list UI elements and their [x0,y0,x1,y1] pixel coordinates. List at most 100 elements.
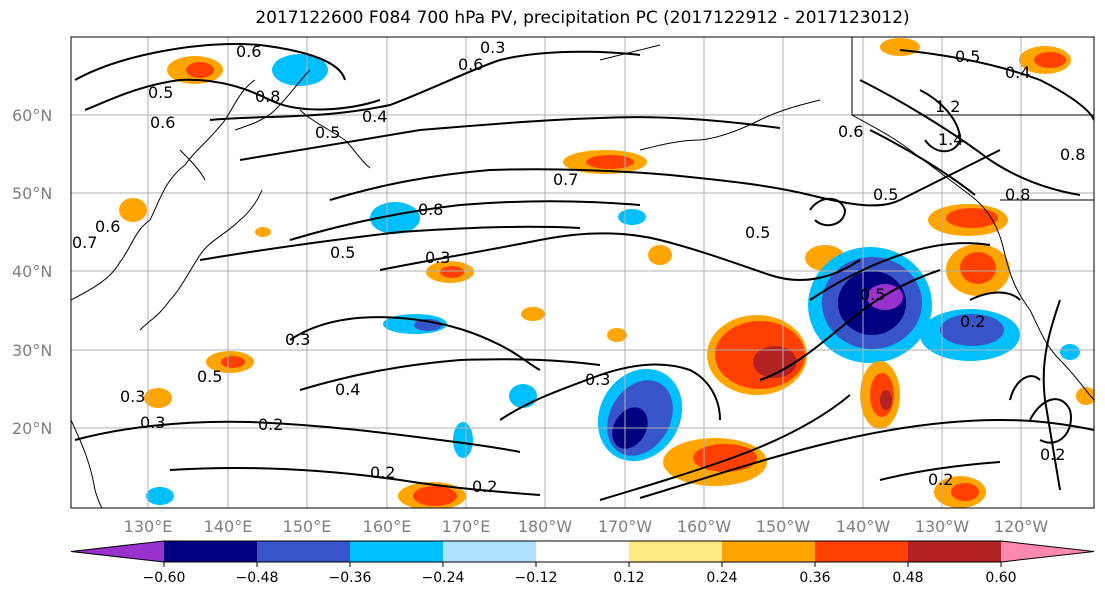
contour-label: 0.5 [745,223,770,242]
colorbar-tick-label: −0.12 [515,570,558,586]
shade-blob [370,202,420,234]
contour-label: 0.5 [873,185,898,204]
shade-blob [880,38,920,56]
contour-label: 0.3 [585,370,610,389]
shade-blob [960,252,996,284]
colorbar-tick-label: 0.24 [706,570,737,586]
contour-label: 0.6 [95,217,120,236]
shade-blob [144,388,172,408]
shade-blob [951,483,979,501]
contour-label: 0.8 [418,200,443,219]
shade-blob [186,62,214,78]
lon-label: 150°W [756,517,811,536]
colorbar-segment [1001,541,1094,562]
shade-blob [453,422,473,458]
contour-label: 0.2 [472,477,497,496]
shade-blob [880,390,892,410]
map-content: 0.6 0.5 0.6 0.8 0.5 0.4 0.6 0.3 0.7 0.8 … [71,37,1094,508]
contour-label: 0.2 [370,463,395,482]
contour-label: 0.6 [838,122,863,141]
colorbar: −0.60 −0.48 −0.36 −0.24 −0.12 0.12 0.24 0.36 0.4… [70,540,1095,586]
shade-blob [1034,52,1066,68]
colorbar-tick-label: −0.36 [329,570,372,586]
shade-blob [440,266,464,278]
contour-label: 0.5 [148,83,173,102]
contour-label: 0.3 [425,248,450,267]
colorbar-tick-label: 0.36 [799,570,830,586]
longitude-labels: 130°E 140°E 150°E 160°E 170°E 180°W 170°… [124,517,1049,536]
contour-label: 0.5 [197,367,222,386]
shade-blob [255,227,271,237]
colorbar-segment [350,541,444,562]
lat-label: 20°N [12,419,52,438]
pv-contours [74,43,1094,501]
shade-blob [146,487,174,505]
contour-label: 0.3 [480,38,505,57]
shade-blob [940,314,1004,346]
colorbar-segment [815,541,909,562]
shade-blob [521,307,545,321]
shade-blob [753,346,797,378]
colorbar-segment [443,541,537,562]
lat-label: 30°N [12,341,52,360]
lon-label: 160°W [677,517,732,536]
shade-blob [648,245,672,265]
precip-shading [119,38,1094,508]
contour-labels: 0.6 0.5 0.6 0.8 0.5 0.4 0.6 0.3 0.7 0.8 … [72,38,1085,496]
shade-blob [607,328,627,342]
colorbar-tick-label: 0.48 [892,570,923,586]
lat-label: 50°N [12,184,52,203]
lat-label: 60°N [12,106,52,125]
colorbar-segment [71,541,164,562]
lon-label: 120°W [994,517,1049,536]
lon-label: 150°E [283,517,332,536]
contour-label: 0.5 [955,47,980,66]
shade-blob [221,356,245,368]
colorbar-tick-label: −0.24 [422,570,465,586]
colorbar-tick-label: −0.48 [236,570,279,586]
contour-label: 0.6 [236,42,261,61]
contour-label: 0.5 [330,243,355,262]
contour-label: 0.6 [150,113,175,132]
contour-label: 0.7 [72,233,97,252]
shade-blob [413,486,457,506]
colorbar-tick-label: −0.60 [143,570,186,586]
shade-blob [119,198,147,222]
shade-blob [618,209,646,225]
contour-label: 0.2 [258,415,283,434]
map-frame [70,36,1095,509]
shade-blob [586,155,634,169]
contour-label: 0.2 [1040,445,1065,464]
shade-blob [1076,387,1094,405]
shade-blob [509,384,537,408]
latitude-labels: 60°N 50°N 40°N 30°N 20°N [12,106,52,438]
contour-label: 1.2 [935,97,960,116]
lon-label: 140°E [204,517,253,536]
contour-label: 0.3 [285,330,310,349]
contour-label: 0.4 [335,380,360,399]
lon-label: 170°W [598,517,653,536]
colorbar-segment [536,541,630,562]
contour-label: 0.3 [140,413,165,432]
lon-label: 170°E [442,517,491,536]
contour-label: 0.3 [120,387,145,406]
contour-label: 0.4 [1005,63,1030,82]
shade-blob [946,208,998,228]
contour-label: 0.2 [960,312,985,331]
colorbar-tick-label: 0.60 [985,570,1016,586]
lat-label: 40°N [12,262,52,281]
lon-label: 160°E [363,517,412,536]
contour-label: 0.8 [1060,145,1085,164]
map-title: 2017122600 F084 700 hPa PV, precipitatio… [255,8,910,28]
shade-blob [1060,344,1080,360]
lon-label: 140°W [836,517,891,536]
contour-label: 0.6 [458,55,483,74]
contour-label: 0.8 [255,87,280,106]
contour-label: 0.7 [553,170,578,189]
lon-label: 130°W [915,517,970,536]
colorbar-segment [908,541,1002,562]
contour-label: 0.4 [362,107,387,126]
lon-label: 180°W [518,517,573,536]
coastlines [71,37,1094,508]
colorbar-segment [257,541,351,562]
